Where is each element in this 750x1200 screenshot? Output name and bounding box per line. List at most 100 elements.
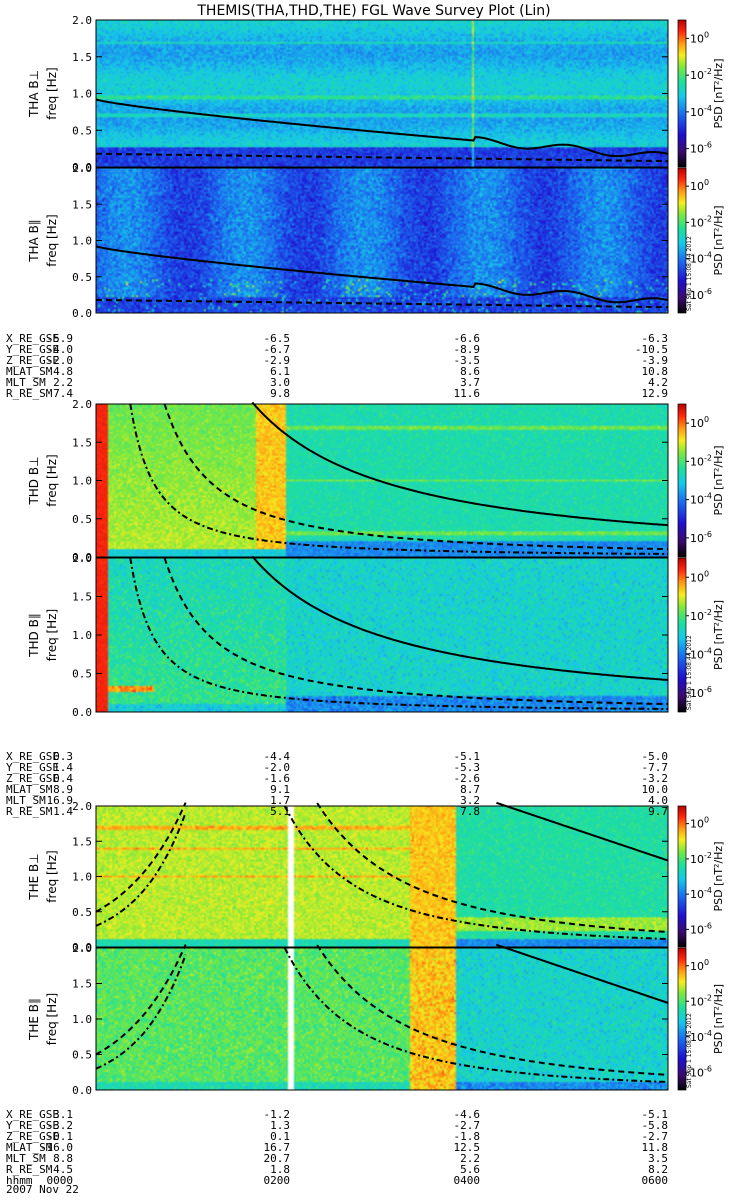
ephemeris-value: 9.1 [270, 783, 290, 796]
colorbar [677, 557, 687, 713]
ephemeris-value: -4.4 [264, 750, 291, 763]
y-tick-label: 2.0 [72, 800, 92, 813]
ephemeris-value: 4.5 [53, 1163, 73, 1176]
ephemeris-row-label: MLT_SM [6, 1152, 46, 1165]
ephemeris-value: 2.2 [460, 1152, 480, 1165]
colorbar-tick-label: 10-6 [690, 1064, 712, 1079]
ephemeris-value: 3.7 [460, 376, 480, 389]
frequency-curve-solid [251, 401, 669, 527]
ephemeris-value: -3.5 [454, 354, 481, 367]
panel-label: THA B⊥ [27, 70, 41, 118]
ephemeris-value: 12.5 [454, 1141, 481, 1154]
ephemeris-row-label: X_RE_GSE [6, 332, 59, 345]
y-tick-label: 0.0 [72, 551, 92, 564]
spectrogram-panel-1: 0.0 0.5 1.0 1.5 2.0 THA B⊥ freq [Hz] 100 10-2 10-… [27, 14, 725, 174]
ephemeris-value: -4.6 [454, 1108, 481, 1121]
ephemeris-value: -5.1 [642, 1108, 669, 1121]
y-tick-label: 0.0 [72, 706, 92, 719]
colorbar [677, 947, 687, 1091]
y-tick-label: 0.0 [72, 307, 92, 320]
colorbar [677, 167, 687, 314]
colorbar-tick-label: 10-4 [690, 1029, 712, 1044]
ephemeris-value: -4.0 [47, 343, 74, 356]
spectrogram-image [96, 404, 668, 557]
ephemeris-value: -1.8 [454, 1130, 481, 1143]
y-tick-label: 0.0 [72, 1084, 92, 1097]
y-tick-label: 1.5 [72, 436, 92, 449]
colorbar [677, 805, 687, 948]
ephemeris-value: 4.8 [53, 365, 73, 378]
frequency-curve-solid [251, 555, 669, 681]
colorbar-tick-label: 10-2 [690, 453, 712, 468]
ephemeris-value: -2.9 [264, 354, 291, 367]
ephemeris-value: 8.9 [53, 783, 73, 796]
y-tick-label: 1.0 [72, 629, 92, 642]
ephemeris-value: -1.6 [264, 772, 291, 785]
panel-label: THD B∥ [27, 613, 41, 658]
ephemeris-value: 1.3 [270, 1119, 290, 1132]
ephemeris-value: -5.3 [454, 761, 481, 774]
colorbar-label: PSD [nT²/Hz] [712, 58, 725, 128]
ephemeris-value: 4.2 [648, 376, 668, 389]
frequency-curve-dash [95, 298, 668, 309]
ephemeris-row-label: Z_RE_GSE [6, 1130, 59, 1143]
frequency-curve-solid [496, 943, 669, 1004]
frequency-curve-dash [96, 152, 668, 163]
ephemeris-value: 0.1 [270, 1130, 290, 1143]
ephemeris-value: -3.2 [642, 772, 669, 785]
plot-timestamp: Sat Sep 1 15:08:45 2012 [686, 1013, 693, 1088]
ephemeris-value: 9.7 [648, 805, 668, 818]
y-axis-label: freq [Hz] [45, 993, 59, 1045]
plot-timestamp: Sat Sep 1 15:08:44 2012 [686, 236, 693, 311]
ephemeris-value: 7.8 [460, 805, 480, 818]
ephemeris-value: -6.7 [264, 343, 291, 356]
colorbar-tick-label: 100 [690, 178, 709, 193]
ephemeris-value: -16.0 [40, 1141, 73, 1154]
ephemeris-row-label: X_RE_GSE [6, 1108, 59, 1121]
spectrogram-panel-2: 0.0 0.5 1.0 1.5 2.0 THA B∥ freq [Hz] 100 10-2 10-… [27, 162, 725, 320]
ephemeris-value: 11.6 [454, 387, 481, 400]
ephemeris-row-label: Y_RE_GSE [6, 343, 59, 356]
ephemeris-value: 7.4 [53, 387, 73, 400]
colorbar-tick-label: 10-2 [690, 214, 712, 229]
ephemeris-value: 6.1 [270, 365, 290, 378]
ephemeris-value: 1.4 [53, 805, 73, 818]
ephemeris-value: 3.0 [270, 376, 290, 389]
ephemeris-row-label: X_RE_GSE [6, 750, 59, 763]
y-axis-label: freq [Hz] [45, 454, 59, 506]
y-tick-label: 1.5 [72, 198, 92, 211]
colorbar-tick-label: 100 [690, 569, 709, 584]
ephemeris-value: 3.1 [53, 1108, 73, 1121]
frequency-curve-solid [95, 98, 669, 158]
ephemeris-value: -2.7 [642, 1130, 669, 1143]
ephemeris-row-label: R_RE_SM [6, 1163, 53, 1176]
colorbar-label: PSD [nT²/Hz] [712, 205, 725, 275]
y-tick-label: 2.0 [72, 942, 92, 955]
ephemeris-row-label: MLT_SM [6, 794, 46, 807]
ephemeris-value: 12.9 [642, 387, 669, 400]
spectrogram-panel-4: 0.0 0.5 1.0 1.5 2.0 THD B∥ freq [Hz] 100 10-2 10-… [27, 552, 725, 719]
ephemeris-value: 1.4 [53, 761, 73, 774]
ephemeris-value: -2.0 [47, 354, 74, 367]
panel-label: THA B∥ [27, 219, 41, 263]
ephemeris-value: 0.4 [53, 772, 73, 785]
y-tick-label: 0.5 [72, 513, 92, 526]
ephemeris-value: 5.6 [460, 1163, 480, 1176]
colorbar-tick-label: 10-6 [690, 530, 712, 545]
spectrogram-image [96, 168, 668, 313]
ephemeris-value: -7.7 [642, 761, 669, 774]
y-tick-label: 1.0 [72, 235, 92, 248]
y-tick-label: 1.0 [72, 1013, 92, 1026]
colorbar [677, 403, 687, 558]
y-tick-label: 0.5 [72, 1049, 92, 1062]
y-tick-label: 1.0 [72, 475, 92, 488]
spectrogram-panel-6: 0.0 0.5 1.0 1.5 2.0 THE B∥ freq [Hz] 100 10-2 10-… [27, 942, 725, 1097]
figure-title: THEMIS(THA,THD,THE) FGL Wave Survey Plot… [196, 3, 550, 19]
ephemeris-value: 16.9 [47, 794, 74, 807]
colorbar-tick-label: 100 [690, 30, 709, 45]
colorbar-label: PSD [nT²/Hz] [712, 984, 725, 1054]
ephemeris-value: -8.9 [454, 343, 481, 356]
ephemeris-value: -10.5 [635, 343, 668, 356]
ephemeris-row-label: MLAT_SM [6, 365, 53, 378]
